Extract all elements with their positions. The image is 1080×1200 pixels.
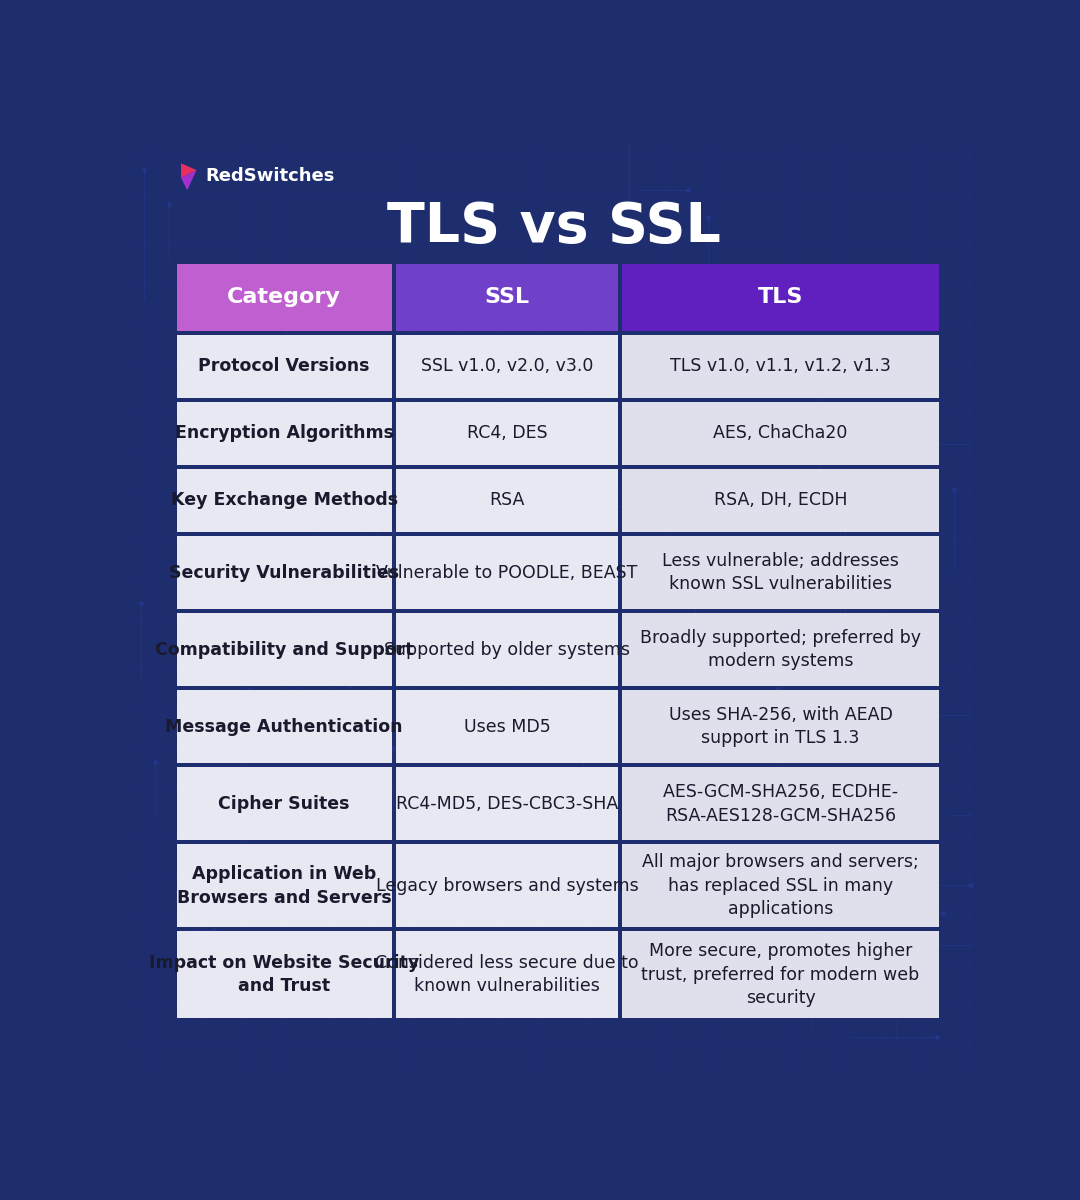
Text: Encryption Algorithms: Encryption Algorithms: [175, 425, 394, 443]
FancyBboxPatch shape: [622, 536, 939, 610]
Text: All major browsers and servers;
has replaced SSL in many
applications: All major browsers and servers; has repl…: [643, 853, 919, 918]
Text: Cipher Suites: Cipher Suites: [218, 794, 350, 812]
FancyBboxPatch shape: [177, 402, 392, 466]
Text: TLS v1.0, v1.1, v1.2, v1.3: TLS v1.0, v1.1, v1.2, v1.3: [670, 358, 891, 376]
FancyBboxPatch shape: [395, 335, 618, 398]
FancyBboxPatch shape: [395, 469, 618, 532]
Text: Message Authentication: Message Authentication: [165, 718, 403, 736]
Polygon shape: [181, 170, 197, 190]
Text: RSA, DH, ECDH: RSA, DH, ECDH: [714, 492, 847, 510]
Text: Uses MD5: Uses MD5: [463, 718, 551, 736]
FancyBboxPatch shape: [395, 690, 618, 763]
Text: SSL: SSL: [484, 287, 529, 307]
FancyBboxPatch shape: [395, 767, 618, 840]
FancyBboxPatch shape: [395, 536, 618, 610]
FancyBboxPatch shape: [395, 931, 618, 1018]
Text: Key Exchange Methods: Key Exchange Methods: [171, 492, 397, 510]
Text: TLS: TLS: [758, 287, 804, 307]
FancyBboxPatch shape: [177, 613, 392, 686]
Text: Broadly supported; preferred by
modern systems: Broadly supported; preferred by modern s…: [640, 629, 921, 671]
FancyBboxPatch shape: [177, 767, 392, 840]
Text: TLS vs SSL: TLS vs SSL: [387, 200, 720, 254]
FancyBboxPatch shape: [622, 845, 939, 928]
FancyBboxPatch shape: [177, 335, 392, 398]
FancyBboxPatch shape: [622, 613, 939, 686]
FancyBboxPatch shape: [622, 931, 939, 1018]
Text: RSA: RSA: [489, 492, 525, 510]
FancyBboxPatch shape: [622, 469, 939, 532]
Text: Considered less secure due to
known vulnerabilities: Considered less secure due to known vuln…: [375, 954, 638, 996]
Text: Compatibility and Support: Compatibility and Support: [154, 641, 414, 659]
FancyBboxPatch shape: [395, 613, 618, 686]
Text: RC4-MD5, DES-CBC3-SHA: RC4-MD5, DES-CBC3-SHA: [395, 794, 618, 812]
FancyBboxPatch shape: [622, 690, 939, 763]
Text: Protocol Versions: Protocol Versions: [199, 358, 370, 376]
FancyBboxPatch shape: [622, 767, 939, 840]
FancyBboxPatch shape: [395, 264, 618, 331]
Text: AES-GCM-SHA256, ECDHE-
RSA-AES128-GCM-SHA256: AES-GCM-SHA256, ECDHE- RSA-AES128-GCM-SH…: [663, 782, 899, 824]
FancyBboxPatch shape: [177, 536, 392, 610]
Text: RC4, DES: RC4, DES: [467, 425, 548, 443]
Text: Less vulnerable; addresses
known SSL vulnerabilities: Less vulnerable; addresses known SSL vul…: [662, 552, 899, 593]
FancyBboxPatch shape: [177, 690, 392, 763]
Text: Vulnerable to POODLE, BEAST: Vulnerable to POODLE, BEAST: [376, 564, 637, 582]
FancyBboxPatch shape: [622, 264, 939, 331]
Text: Application in Web
Browsers and Servers: Application in Web Browsers and Servers: [177, 865, 392, 907]
Text: Legacy browsers and systems: Legacy browsers and systems: [376, 877, 638, 895]
FancyBboxPatch shape: [622, 402, 939, 466]
Polygon shape: [181, 163, 197, 178]
Text: AES, ChaCha20: AES, ChaCha20: [713, 425, 848, 443]
Text: RedSwitches: RedSwitches: [206, 167, 335, 185]
FancyBboxPatch shape: [395, 845, 618, 928]
Text: Supported by older systems: Supported by older systems: [383, 641, 630, 659]
Text: More secure, promotes higher
trust, preferred for modern web
security: More secure, promotes higher trust, pref…: [642, 942, 919, 1007]
FancyBboxPatch shape: [395, 402, 618, 466]
Text: Security Vulnerabilities: Security Vulnerabilities: [170, 564, 400, 582]
Text: Impact on Website Security
and Trust: Impact on Website Security and Trust: [149, 954, 419, 996]
Text: SSL v1.0, v2.0, v3.0: SSL v1.0, v2.0, v3.0: [421, 358, 593, 376]
Text: Category: Category: [227, 287, 341, 307]
FancyBboxPatch shape: [177, 931, 392, 1018]
FancyBboxPatch shape: [177, 845, 392, 928]
FancyBboxPatch shape: [177, 264, 392, 331]
FancyBboxPatch shape: [622, 335, 939, 398]
Text: Uses SHA-256, with AEAD
support in TLS 1.3: Uses SHA-256, with AEAD support in TLS 1…: [669, 706, 892, 748]
FancyBboxPatch shape: [177, 469, 392, 532]
